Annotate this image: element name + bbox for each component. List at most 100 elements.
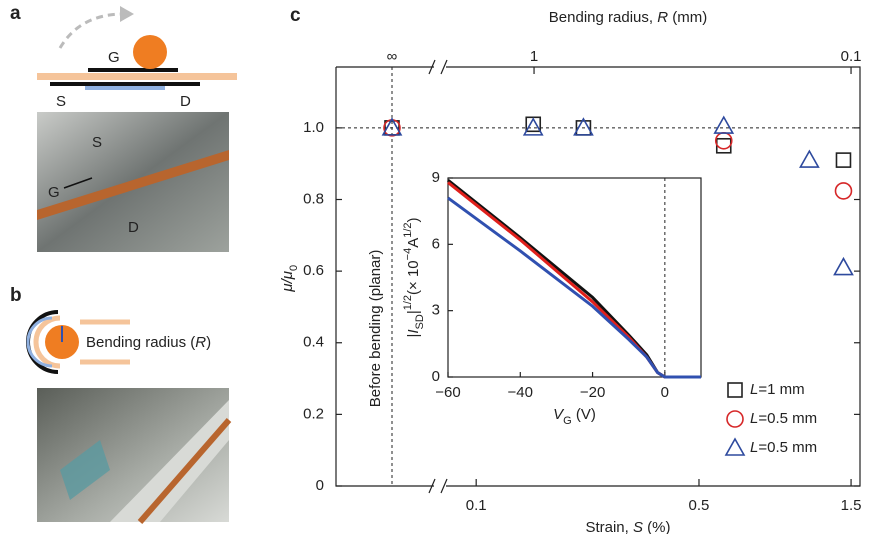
marker-triangle: [833, 256, 854, 276]
electrodes: [50, 82, 200, 86]
inset-y-tick-label: 3: [432, 302, 440, 319]
axis-break: [428, 478, 448, 494]
text-part: L: [750, 439, 758, 456]
text-part: (mm): [668, 9, 707, 26]
x2-tick-label: 0.1: [841, 48, 862, 65]
marker-circle: [834, 182, 853, 200]
text-part: R: [195, 334, 206, 351]
text-part: SD: [414, 314, 426, 329]
label: S: [56, 93, 66, 110]
text-part: (%): [643, 519, 671, 534]
foil: [110, 400, 229, 522]
text-part: =0.5 mm: [758, 410, 817, 427]
text-part: |: [405, 334, 422, 338]
text-part: V: [553, 406, 565, 423]
legend-label: L=1 mm: [750, 381, 805, 398]
gate: [88, 68, 178, 72]
legend-label: L=0.5 mm: [750, 439, 817, 456]
legend-label: L=0.5 mm: [750, 410, 817, 427]
y-tick-label: 0.8: [303, 190, 324, 207]
copper-wire: [37, 150, 229, 220]
label: D: [128, 219, 139, 236]
substrate-bend: [33, 315, 61, 369]
inset-x-tick-label: −20: [580, 384, 605, 401]
text-part: Bending radius (: [86, 334, 195, 351]
text-part: G: [563, 415, 572, 427]
text-part: (× 10: [405, 260, 422, 295]
marker-circle: [714, 131, 733, 150]
y-tick-label: 0.6: [303, 262, 324, 279]
text-part: ): [206, 334, 211, 351]
inset-y-tick-label: 6: [432, 235, 440, 252]
label: Bending radius (R): [86, 334, 211, 351]
text-part: (V): [572, 406, 596, 423]
pointer: [63, 177, 93, 189]
annotation: Before bending (planar): [367, 250, 384, 408]
marker-triangle: [724, 437, 746, 456]
panel-label: a: [10, 3, 21, 24]
marker-square: [715, 137, 732, 154]
y-axis-label: μ/μ0: [279, 265, 300, 293]
y-tick-label: 0: [316, 477, 324, 494]
label: S: [92, 134, 102, 151]
substrate: [37, 73, 237, 80]
text-part: Bending radius,: [549, 9, 657, 26]
inset-x-tick-label: −60: [435, 384, 460, 401]
marker-triangle: [713, 115, 735, 134]
label: D: [180, 93, 191, 110]
semiconductor: [85, 86, 165, 90]
x2-tick-label: 1: [530, 48, 538, 65]
text-part: 1/2: [402, 222, 414, 237]
x2-break-label: ∞: [387, 48, 398, 65]
x-tick-label: 1.5: [841, 497, 862, 514]
text-part: −4: [402, 248, 414, 261]
marker-circle: [726, 410, 744, 428]
stain: [60, 440, 110, 500]
text-part: L: [750, 410, 758, 427]
text-part: Strain,: [585, 519, 633, 534]
y-tick-label: 0.4: [303, 334, 324, 351]
marker-triangle: [381, 117, 403, 136]
marker-triangle: [522, 117, 544, 136]
inset-x-tick-label: −40: [508, 384, 533, 401]
substrate: [80, 319, 130, 365]
x2-axis-label: Bending radius, R (mm): [549, 9, 707, 26]
text-part: I: [405, 329, 422, 333]
arrowhead: [120, 6, 134, 22]
inset-x-axis-label: VG (V): [553, 406, 596, 427]
inset-x-tick-label: 0: [661, 384, 669, 401]
copper-wire: [137, 418, 232, 524]
text-part: μ/μ: [279, 271, 296, 293]
text-part: L: [750, 381, 758, 398]
label: G: [48, 184, 60, 201]
text-part: A: [405, 238, 422, 248]
text-part: S: [633, 519, 643, 534]
panel-label: c: [290, 5, 301, 26]
inset-line: [447, 196, 701, 379]
inset-y-tick-label: 0: [432, 368, 440, 385]
rod: [133, 35, 167, 69]
marker-triangle: [573, 117, 594, 136]
x-tick-label: 0.1: [466, 497, 487, 514]
arrow: [58, 12, 125, 49]
text-part: |: [405, 310, 422, 314]
y-tick-label: 1.0: [303, 119, 324, 136]
text-part: ): [405, 217, 422, 222]
text-part: 0: [288, 265, 300, 271]
text-part: 1/2: [402, 295, 414, 310]
panel-label: b: [10, 285, 22, 306]
x-tick-label: 0.5: [689, 497, 710, 514]
text-part: R: [657, 9, 668, 26]
marker-square: [727, 382, 743, 398]
y-tick-label: 0.2: [303, 405, 324, 422]
text-part: =1 mm: [758, 381, 804, 398]
x-axis-label: Strain, S (%): [585, 519, 670, 534]
semiconductor-bend: [26, 316, 53, 368]
inset-y-tick-label: 9: [432, 169, 440, 186]
label: G: [108, 49, 120, 66]
inset-background: [447, 177, 702, 378]
marker-square: [835, 152, 852, 168]
text-part: =0.5 mm: [758, 439, 817, 456]
